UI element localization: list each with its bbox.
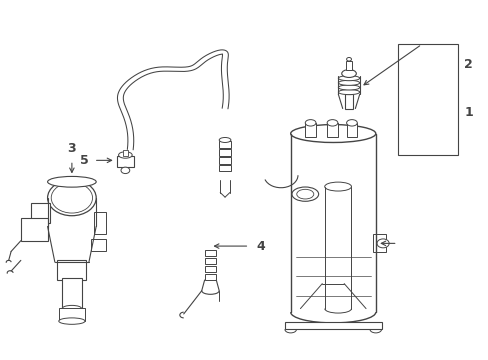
Bar xyxy=(204,274,216,280)
Ellipse shape xyxy=(376,239,388,248)
Ellipse shape xyxy=(296,189,313,199)
Ellipse shape xyxy=(47,176,96,187)
Bar xyxy=(59,307,85,321)
Bar xyxy=(116,156,134,167)
Bar xyxy=(219,149,230,156)
Ellipse shape xyxy=(341,69,356,77)
Bar xyxy=(204,258,216,264)
Ellipse shape xyxy=(118,152,132,158)
Bar xyxy=(346,123,357,137)
Bar xyxy=(62,278,81,309)
Bar xyxy=(204,250,216,256)
Bar xyxy=(219,157,230,163)
Text: 5: 5 xyxy=(80,154,89,167)
Ellipse shape xyxy=(326,120,337,126)
Bar xyxy=(285,322,381,329)
Text: 3: 3 xyxy=(67,142,76,155)
Bar xyxy=(21,217,47,241)
Ellipse shape xyxy=(291,187,318,201)
Ellipse shape xyxy=(346,120,357,126)
Ellipse shape xyxy=(59,318,85,324)
Bar xyxy=(57,260,86,280)
Ellipse shape xyxy=(324,182,351,191)
Text: 1: 1 xyxy=(463,107,472,120)
Ellipse shape xyxy=(219,138,230,143)
Bar xyxy=(346,61,351,70)
Bar xyxy=(372,234,385,252)
Ellipse shape xyxy=(51,183,92,213)
Text: 4: 4 xyxy=(256,240,265,253)
Bar xyxy=(30,203,50,223)
Ellipse shape xyxy=(121,167,129,174)
Ellipse shape xyxy=(47,180,96,216)
Text: 2: 2 xyxy=(463,58,472,71)
Ellipse shape xyxy=(290,125,375,143)
Ellipse shape xyxy=(338,90,359,95)
Bar xyxy=(122,150,127,156)
Bar xyxy=(94,212,106,234)
Bar xyxy=(219,165,230,171)
Bar xyxy=(326,123,337,137)
Ellipse shape xyxy=(338,80,359,85)
Ellipse shape xyxy=(305,120,315,126)
Bar xyxy=(91,239,106,251)
Ellipse shape xyxy=(346,58,351,61)
Ellipse shape xyxy=(338,76,359,81)
Bar xyxy=(219,141,230,148)
Bar xyxy=(204,266,216,272)
Ellipse shape xyxy=(338,85,359,90)
Bar xyxy=(305,123,315,137)
Bar xyxy=(397,44,458,155)
Bar xyxy=(345,94,352,109)
Ellipse shape xyxy=(62,305,81,312)
